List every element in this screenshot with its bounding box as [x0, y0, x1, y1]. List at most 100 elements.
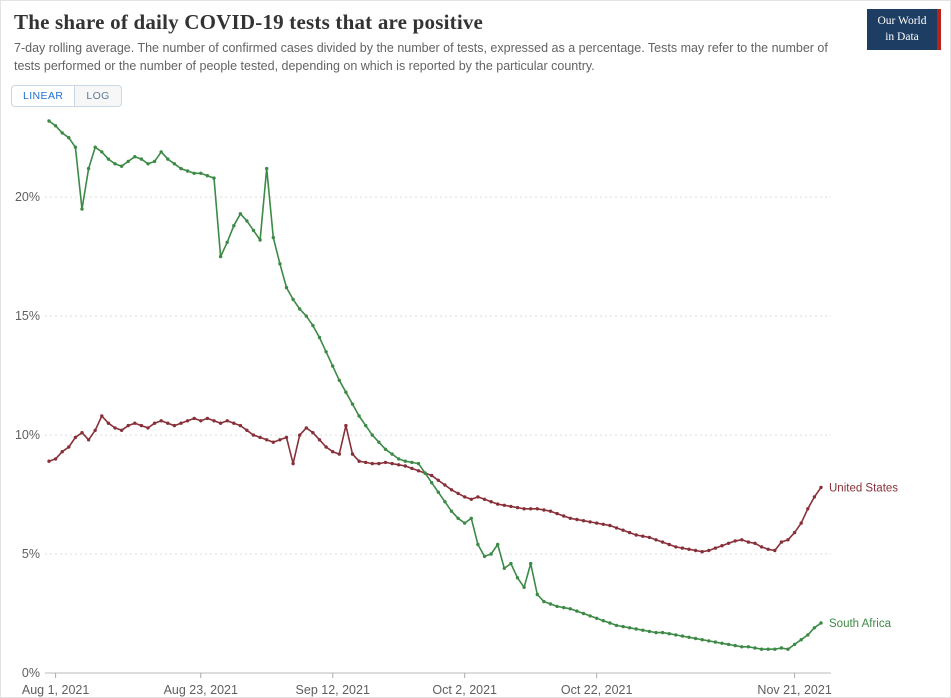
data-point-south-africa: [53, 124, 58, 128]
data-point-south-africa: [225, 240, 229, 244]
data-point-united-states: [542, 508, 546, 512]
series-label-south-africa: South Africa: [829, 618, 892, 630]
data-point-united-states: [311, 431, 315, 435]
data-point-united-states: [792, 530, 797, 535]
data-point-united-states: [416, 469, 421, 473]
data-point-south-africa: [456, 516, 460, 520]
data-point-united-states: [449, 488, 454, 492]
owid-logo[interactable]: Our World in Data: [867, 9, 941, 51]
data-point-south-africa: [238, 212, 243, 216]
data-point-united-states: [496, 502, 500, 506]
data-point-south-africa: [693, 636, 698, 641]
data-point-united-states: [799, 521, 803, 525]
data-point-south-africa: [364, 423, 368, 428]
data-point-united-states: [502, 503, 506, 507]
data-point-south-africa: [390, 452, 394, 456]
data-point-united-states: [152, 421, 157, 425]
data-point-united-states: [581, 519, 586, 523]
data-point-united-states: [205, 416, 210, 421]
data-point-south-africa: [792, 642, 797, 647]
data-point-south-africa: [581, 611, 586, 616]
data-point-south-africa: [284, 285, 289, 290]
data-point-south-africa: [779, 646, 784, 650]
data-point-south-africa: [555, 604, 559, 609]
page-title: The share of daily COVID-19 tests that a…: [14, 10, 484, 34]
data-point-united-states: [680, 546, 685, 550]
data-point-united-states: [67, 445, 71, 449]
data-point-united-states: [522, 507, 526, 511]
data-point-south-africa: [166, 157, 170, 161]
data-point-united-states: [284, 435, 289, 440]
data-point-south-africa: [265, 166, 269, 171]
data-point-south-africa: [614, 623, 619, 628]
data-point-united-states: [687, 547, 691, 551]
data-point-south-africa: [806, 633, 810, 637]
data-point-south-africa: [562, 605, 566, 610]
data-point-united-states: [575, 517, 579, 522]
x-tick-label: Aug 1, 2021: [22, 683, 89, 697]
data-point-united-states: [337, 452, 341, 456]
data-point-united-states: [779, 540, 784, 544]
data-point-south-africa: [73, 145, 78, 149]
data-point-south-africa: [660, 630, 665, 635]
data-point-united-states: [106, 421, 111, 425]
log-tab[interactable]: LOG: [75, 86, 120, 106]
data-point-united-states: [627, 530, 632, 535]
data-point-south-africa: [674, 633, 678, 637]
data-point-united-states: [251, 433, 256, 437]
data-point-united-states: [119, 428, 124, 432]
data-point-south-africa: [67, 136, 71, 140]
data-point-united-states: [555, 511, 559, 516]
data-point-united-states: [192, 416, 196, 421]
data-point-south-africa: [430, 481, 434, 485]
data-point-united-states: [126, 423, 130, 428]
data-point-south-africa: [819, 621, 823, 625]
data-point-south-africa: [324, 350, 328, 354]
data-point-united-states: [746, 540, 751, 544]
data-point-south-africa: [311, 323, 315, 328]
data-point-south-africa: [271, 235, 275, 240]
data-point-south-africa: [595, 616, 599, 620]
data-point-south-africa: [100, 150, 104, 154]
data-point-united-states: [364, 460, 368, 465]
data-point-united-states: [720, 544, 724, 548]
data-point-south-africa: [212, 176, 216, 180]
data-point-south-africa: [86, 166, 91, 171]
data-point-united-states: [86, 438, 91, 442]
data-point-united-states: [350, 452, 355, 456]
linear-tab[interactable]: LINEAR: [12, 86, 76, 106]
line-south-africa[interactable]: [48, 120, 822, 650]
data-point-united-states: [344, 423, 348, 428]
data-point-south-africa: [713, 640, 718, 644]
data-point-united-states: [674, 545, 678, 549]
data-point-south-africa: [654, 630, 658, 635]
data-point-south-africa: [251, 228, 256, 233]
y-tick-label: 20%: [15, 190, 40, 204]
data-point-south-africa: [218, 254, 223, 259]
data-point-south-africa: [568, 607, 572, 611]
x-tick-label: Sep 12, 2021: [296, 683, 370, 697]
data-point-united-states: [693, 548, 698, 553]
data-point-south-africa: [159, 150, 163, 154]
data-point-south-africa: [47, 119, 51, 123]
data-point-south-africa: [245, 219, 249, 223]
data-point-south-africa: [746, 645, 751, 649]
data-point-south-africa: [133, 155, 137, 159]
data-point-united-states: [595, 521, 599, 525]
data-point-united-states: [179, 421, 183, 425]
data-point-south-africa: [423, 471, 427, 475]
chart-canvas[interactable]: 0% 5% 10% 15% 20% Aug 1, 2021 Aug 23, 2021 Sep …: [1, 109, 951, 698]
data-point-united-states: [146, 426, 150, 430]
data-point-south-africa: [377, 440, 381, 444]
data-point-south-africa: [383, 447, 388, 451]
data-point-united-states: [608, 523, 612, 528]
data-point-united-states: [278, 438, 282, 442]
data-point-south-africa: [759, 647, 764, 651]
line-united-states[interactable]: [48, 415, 822, 553]
data-point-south-africa: [489, 552, 493, 556]
data-point-south-africa: [199, 171, 203, 175]
data-point-united-states: [271, 440, 275, 444]
data-point-south-africa: [331, 364, 335, 368]
data-point-south-africa: [317, 335, 322, 340]
data-point-united-states: [397, 463, 401, 467]
